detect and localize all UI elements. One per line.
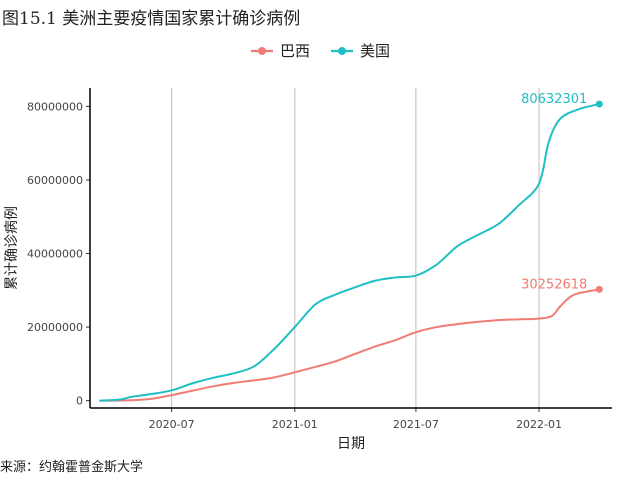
y-tick-label: 20000000 [27,321,83,334]
series-layer: 30252618 80632301 [99,92,603,402]
x-tick-label: 2021-07 [393,418,439,431]
x-axis-title: 日期 [337,436,365,452]
legend-label-usa: 美国 [360,42,391,60]
legend: 巴西 美国 [0,40,640,61]
legend-key-usa [331,46,353,55]
x-tick-label: 2021-01 [272,418,318,431]
source-note: 来源：约翰霍普金斯大学 [0,460,144,475]
y-tick-label: 60000000 [27,174,83,187]
y-tick-label: 40000000 [27,248,83,261]
legend-item-usa: 美国 [330,40,390,61]
legend-label-brazil: 巴西 [279,42,310,60]
x-tick-label: 2022-01 [516,418,562,431]
series-end-label-0: 30252618 [521,277,587,292]
series-line-0 [99,288,600,402]
grid-lines [171,88,540,408]
legend-key-brazil [250,46,273,55]
axes: 2020-07 2021-01 2021-07 2022-01 0 20000000 400… [27,88,612,431]
series-end-point-1 [595,100,603,108]
y-axis-title: 累计确诊病例 [4,206,20,290]
series-end-point-0 [595,285,603,293]
y-tick-label: 80000000 [27,100,83,113]
x-tick-label: 2020-07 [149,418,195,431]
y-tick-label: 0 [76,395,83,408]
chart-title: 图15.1 美洲主要疫情国家累计确诊病例 [2,9,301,29]
series-line-1 [99,103,600,402]
series-end-label-1: 80632301 [521,92,587,107]
legend-item-brazil: 巴西 [250,40,310,61]
